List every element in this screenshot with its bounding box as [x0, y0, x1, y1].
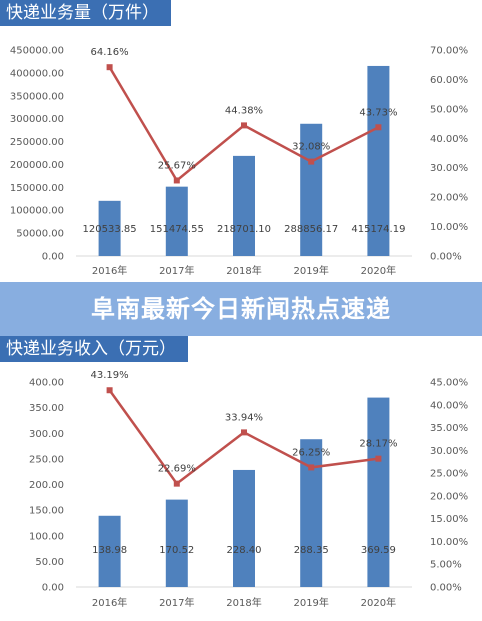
x-tick-label: 2016年 — [92, 264, 127, 277]
x-tick-label: 2020年 — [361, 596, 396, 609]
volume-chart-panel: 0.00 50000.00 100000.00 150000.00 200000.00 2… — [0, 0, 482, 282]
bar-data-label: 170.52 — [159, 545, 194, 556]
line-point — [308, 464, 315, 471]
y-tick-label: 50.00 — [35, 557, 64, 568]
y-tick-label: 300000.00 — [10, 114, 64, 125]
x-tick-label: 2018年 — [226, 264, 261, 277]
line-point — [241, 429, 247, 436]
bar — [165, 499, 188, 587]
y2-tick-label: 20.00% — [430, 491, 468, 502]
bar-data-label: 151474.55 — [150, 224, 204, 235]
line-data-label: 28.17% — [359, 439, 397, 450]
y-tick-label: 150.00 — [29, 506, 64, 517]
x-tick-label: 2019年 — [293, 264, 328, 277]
line-point — [241, 122, 247, 129]
bar-data-label: 218701.10 — [217, 224, 271, 235]
y-tick-label: 250.00 — [29, 454, 64, 465]
headline-text: 阜南最新今日新闻热点速递 — [91, 295, 391, 323]
growth-line — [108, 389, 379, 486]
bar-data-label: 288.35 — [294, 545, 329, 556]
y-tick-label: 100.00 — [29, 531, 64, 542]
bar-data-label: 228.40 — [227, 545, 262, 556]
line-data-label: 26.25% — [292, 447, 330, 458]
bar — [98, 515, 121, 587]
y-tick-label: 350000.00 — [10, 91, 64, 102]
x-tick-label: 2017年 — [159, 596, 194, 609]
x-tick-label: 2017年 — [159, 264, 194, 277]
volume-chart: 0.00 50000.00 100000.00 150000.00 200000.00 2… — [10, 46, 468, 278]
y-tick-label: 50000.00 — [16, 229, 64, 240]
y2-tick-label: 0.00% — [430, 583, 462, 594]
y-tick-label: 150000.00 — [10, 183, 64, 194]
y2-tick-label: 30.00% — [430, 446, 468, 457]
x-tick-label: 2020年 — [361, 264, 396, 277]
y2-tick-label: 45.00% — [430, 378, 468, 389]
bar — [98, 200, 121, 256]
line-point — [173, 177, 180, 184]
line-data-label: 32.08% — [292, 142, 330, 153]
revenue-chart-panel: 0.00 50.00 100.00 150.00 200.00 250.00 300.00 3… — [0, 336, 482, 621]
y2-tick-label: 25.00% — [430, 469, 468, 480]
y2-tick-label: 35.00% — [430, 423, 468, 434]
x-tick-label: 2019年 — [293, 596, 328, 609]
bar-data-label: 415174.19 — [351, 224, 405, 235]
bar — [367, 397, 390, 587]
y-tick-label: 100000.00 — [10, 206, 64, 217]
y-tick-label: 400.00 — [29, 378, 64, 389]
y-tick-label: 450000.00 — [10, 46, 64, 57]
y-tick-label: 300.00 — [29, 429, 64, 440]
bar — [300, 123, 323, 256]
bar — [300, 439, 323, 587]
x-tick-label: 2016年 — [92, 596, 127, 609]
line-data-label: 43.19% — [91, 370, 129, 381]
bar-data-label: 369.59 — [361, 545, 396, 556]
y2-tick-label: 10.00% — [430, 222, 468, 233]
line-data-label: 64.16% — [91, 47, 129, 58]
y2-tick-label: 15.00% — [430, 514, 468, 525]
y-tick-label: 200.00 — [29, 480, 64, 491]
volume-chart-title: 快递业务量（万件） — [0, 0, 171, 26]
x-tick-label: 2018年 — [226, 596, 261, 609]
line-data-label: 44.38% — [225, 105, 263, 116]
revenue-chart: 0.00 50.00 100.00 150.00 200.00 250.00 300.00 3… — [29, 370, 468, 609]
y-tick-label: 0.00 — [42, 252, 64, 263]
line-data-label: 22.69% — [158, 464, 196, 475]
bar-data-label: 138.98 — [92, 545, 127, 556]
line-data-label: 43.73% — [359, 107, 397, 118]
bar — [233, 155, 255, 256]
y2-tick-label: 70.00% — [430, 46, 468, 57]
bar — [233, 469, 255, 587]
y2-tick-label: 50.00% — [430, 104, 468, 115]
y-tick-label: 250000.00 — [10, 137, 64, 148]
y2-tick-label: 30.00% — [430, 163, 468, 174]
line-data-label: 25.67% — [158, 160, 196, 171]
line-point — [106, 64, 113, 71]
headline-banner: 阜南最新今日新闻热点速递 — [0, 282, 482, 336]
revenue-chart-title: 快递业务收入（万元） — [0, 336, 188, 362]
y2-tick-label: 0.00% — [430, 252, 462, 263]
y-tick-label: 200000.00 — [10, 160, 64, 171]
bar — [165, 186, 188, 256]
line-point — [106, 387, 113, 394]
line-point — [375, 124, 382, 131]
y-tick-label: 0.00 — [42, 583, 64, 594]
y2-tick-label: 40.00% — [430, 134, 468, 145]
line-point — [308, 158, 315, 165]
y-tick-label: 400000.00 — [10, 68, 64, 79]
y2-tick-label: 20.00% — [430, 193, 468, 204]
line-point — [173, 480, 180, 487]
y2-tick-label: 10.00% — [430, 537, 468, 548]
bar — [367, 65, 390, 257]
y-tick-label: 350.00 — [29, 403, 64, 414]
bar-data-label: 288856.17 — [284, 224, 338, 235]
bar-data-label: 120533.85 — [83, 224, 137, 235]
y2-tick-label: 5.00% — [430, 560, 462, 571]
y2-tick-label: 40.00% — [430, 400, 468, 411]
line-point — [375, 455, 382, 462]
line-data-label: 33.94% — [225, 412, 263, 423]
y2-tick-label: 60.00% — [430, 75, 468, 86]
